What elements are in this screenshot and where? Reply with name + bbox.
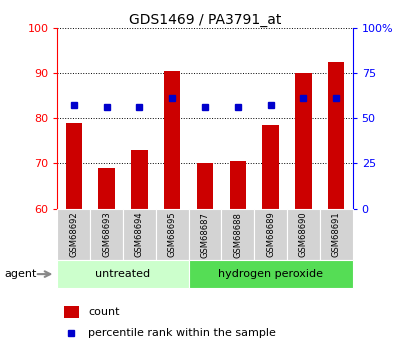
Bar — [63, 306, 79, 318]
Text: GSM68695: GSM68695 — [167, 212, 176, 257]
Bar — [254, 209, 286, 260]
Text: percentile rank within the sample: percentile rank within the sample — [88, 328, 275, 338]
Bar — [131, 150, 147, 209]
Bar — [262, 125, 278, 209]
Bar — [155, 209, 188, 260]
Bar — [294, 73, 311, 209]
Text: GSM68693: GSM68693 — [102, 212, 111, 257]
Bar — [164, 71, 180, 209]
Text: untreated: untreated — [95, 269, 150, 279]
Bar — [90, 209, 123, 260]
Text: count: count — [88, 307, 119, 317]
Bar — [286, 209, 319, 260]
Text: GSM68690: GSM68690 — [298, 212, 307, 257]
Bar — [188, 260, 352, 288]
Bar — [65, 123, 82, 209]
Bar — [123, 209, 155, 260]
Bar — [327, 61, 344, 209]
Bar — [57, 260, 188, 288]
Bar — [188, 209, 221, 260]
Bar — [98, 168, 115, 209]
Text: hydrogen peroxide: hydrogen peroxide — [218, 269, 322, 279]
Title: GDS1469 / PA3791_at: GDS1469 / PA3791_at — [128, 12, 281, 27]
Bar — [229, 161, 245, 209]
Text: agent: agent — [4, 269, 36, 279]
Bar — [221, 209, 254, 260]
Bar — [319, 209, 352, 260]
Bar — [196, 164, 213, 209]
Text: GSM68688: GSM68688 — [233, 212, 242, 257]
Text: GSM68691: GSM68691 — [331, 212, 340, 257]
Text: GSM68689: GSM68689 — [265, 212, 274, 257]
Text: GSM68687: GSM68687 — [200, 212, 209, 257]
Bar — [57, 209, 90, 260]
Text: GSM68692: GSM68692 — [69, 212, 78, 257]
Text: GSM68694: GSM68694 — [135, 212, 144, 257]
